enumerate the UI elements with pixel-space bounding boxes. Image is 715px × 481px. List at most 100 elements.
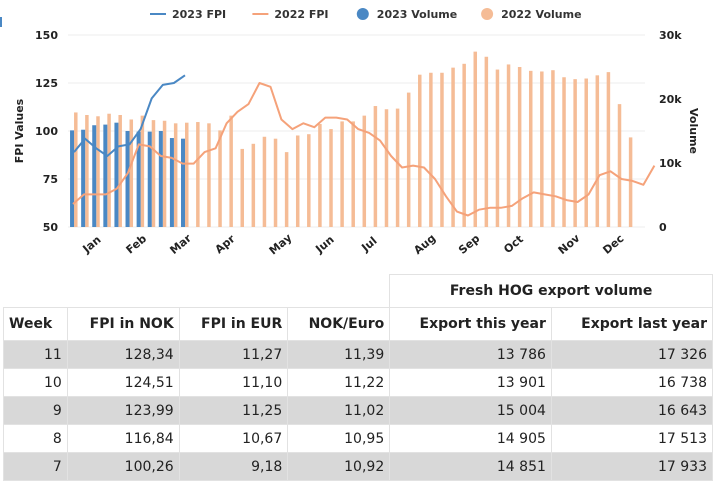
left-tick-label: 150 [35,29,58,42]
month-tick-label: Dec [600,232,626,257]
legend-item-label: 2023 FPI [172,8,226,21]
bar-2023-volume [147,131,152,227]
month-tick-label: Nov [556,231,583,257]
cell-fpi-eur: 10,67 [178,424,289,453]
bar-2022-volume [273,138,278,227]
cell-fpi-nok: 124,51 [66,368,180,397]
bar-2022-volume [584,78,588,228]
table-row: 8 116,84 10,67 10,95 14 905 17 513 [3,424,714,453]
cell-fpi-eur: 11,27 [178,340,289,369]
cell-export-last-year: 17 513 [550,424,714,453]
bar-2022-volume [107,113,111,227]
bar-2022-volume [540,71,544,227]
cell-export-this-year: 14 905 [389,424,552,453]
bar-2022-volume [562,77,566,228]
cell-export-this-year: 13 786 [389,340,552,369]
bar-2022-volume [429,72,433,227]
month-tick-label: Apr [213,232,239,256]
bar-2022-volume [528,70,533,227]
legend-item-label: 2022 Volume [501,8,581,21]
cell-nok-euro: 10,92 [287,452,391,481]
cell-export-this-year: 15 004 [389,396,552,425]
bar-2022-volume [606,72,611,228]
table-group-header: Fresh HOG export volume [389,274,713,308]
bar-2023-volume [125,131,130,227]
legend-item-label: 2022 FPI [274,8,328,21]
right-tick-label: 20k [659,93,682,106]
bar-2022-volume [617,104,622,227]
right-tick-label: 30k [659,29,682,42]
bar-2022-volume [384,109,389,227]
bar-2022-volume [240,148,244,227]
bar-2022-volume [129,119,134,227]
bar-2022-volume [295,135,300,227]
bar-2022-volume [595,75,600,227]
cell-fpi-eur: 11,10 [178,368,289,397]
bar-2022-volume [418,74,422,228]
legend-item-label: 2023 Volume [377,8,457,21]
month-tick-label: Aug [411,232,438,258]
cell-fpi-nok: 100,26 [66,452,180,481]
cell-week: 9 [3,396,68,425]
col-header-nok-euro: NOK/Euro [287,307,391,341]
right-tick-label: 0 [659,221,667,234]
bar-2022-volume [118,115,122,227]
legend-dot-swatch [481,8,494,20]
left-tick-label: 100 [35,125,58,138]
bar-2023-volume [114,122,119,227]
legend-dot-swatch [356,8,369,20]
bar-2022-volume [251,143,256,227]
cell-week: 10 [3,368,68,397]
cell-nok-euro: 11,22 [287,368,391,397]
bar-2022-volume [406,92,411,227]
bar-2022-volume [207,123,211,227]
col-header-export-this-year: Export this year [389,307,552,341]
col-header-fpi-eur: FPI in EUR [178,307,289,341]
month-tick-label: Jan [80,233,104,256]
month-tick-label: May [267,231,295,257]
cell-fpi-nok: 123,99 [66,396,180,425]
bar-2022-volume [573,79,577,227]
bar-2022-volume [173,123,178,227]
bar-2022-volume [451,67,455,227]
bar-2022-volume [262,136,267,227]
cell-nok-euro: 11,39 [287,340,391,369]
line-2022-fpi [72,82,656,217]
cell-nok-euro: 11,02 [287,396,391,425]
bar-2023-volume [181,138,186,227]
month-tick-label: Sep [456,232,482,257]
bar-2022-volume [517,67,522,227]
cell-export-last-year: 16 643 [550,396,714,425]
bar-2022-volume [329,129,333,227]
table-row: 11 128,34 11,27 11,39 13 786 17 326 [3,340,714,369]
bar-2022-volume [373,106,378,227]
left-edge-marker [0,17,2,27]
bar-2022-volume [96,116,100,227]
table-group-spacer [3,274,391,308]
table-row: 7 100,26 9,18 10,92 14 851 17 933 [3,452,714,481]
bar-2022-volume [473,51,478,227]
month-tick-label: Oct [501,233,526,257]
left-tick-label: 125 [35,77,58,90]
bar-2022-volume [462,63,466,227]
right-tick-label: 10k [659,157,682,170]
bar-2022-volume [85,115,89,227]
month-tick-label: Jun [312,233,336,256]
bar-2023-volume [103,124,108,227]
cell-export-last-year: 17 933 [550,452,714,481]
col-header-week: Week [3,307,68,341]
cell-export-last-year: 17 326 [550,340,714,369]
bar-2023-volume [92,125,97,227]
bar-2022-volume [151,120,156,227]
month-tick-label: Feb [124,232,150,256]
bar-2022-volume [229,115,233,227]
table-group-header-row: Fresh HOG export volume [3,274,713,308]
bar-2022-volume [162,120,167,227]
bar-2022-volume [351,121,355,227]
cell-export-this-year: 13 901 [389,368,552,397]
bar-2023-volume [136,131,141,227]
y-axis-left-title: FPI Values [13,98,26,163]
cell-fpi-nok: 116,84 [66,424,180,453]
cell-export-last-year: 16 738 [550,368,714,397]
left-tick-label: 75 [43,173,58,186]
